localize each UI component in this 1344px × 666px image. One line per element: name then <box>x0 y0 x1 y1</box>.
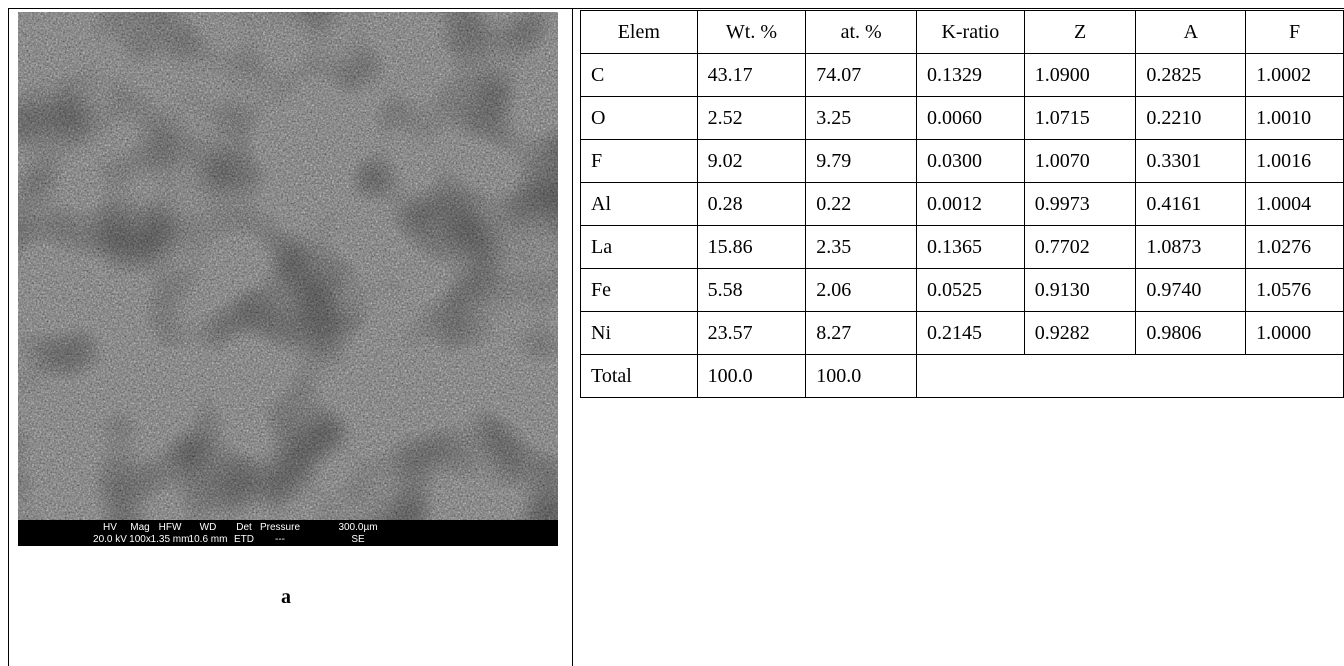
table-cell: 0.9282 <box>1024 312 1136 355</box>
table-cell: 9.79 <box>806 140 917 183</box>
scale-bar-text: SE <box>351 534 365 545</box>
table-cell: 0.4161 <box>1136 183 1246 226</box>
scale-bar-text: Mag <box>130 522 149 533</box>
table-cell: 0.0060 <box>916 97 1024 140</box>
table-cell: 0.2210 <box>1136 97 1246 140</box>
table-cell: 100.0 <box>697 355 806 398</box>
page: {"figure": {"scale_bar": {"headers": ["H… <box>0 0 1344 666</box>
table-cell: 0.9130 <box>1024 269 1136 312</box>
table-cell: 0.1329 <box>916 54 1024 97</box>
table-cell: 3.25 <box>806 97 917 140</box>
scale-bar-text: Pressure <box>260 522 300 533</box>
table-cell: 1.0010 <box>1246 97 1344 140</box>
table-cell: 2.52 <box>697 97 806 140</box>
table-cell: 1.0900 <box>1024 54 1136 97</box>
table-cell: 74.07 <box>806 54 917 97</box>
table-cell: 100.0 <box>806 355 917 398</box>
table-cell: at. % <box>806 11 917 54</box>
table-cell: 0.3301 <box>1136 140 1246 183</box>
table-cell: 0.1365 <box>916 226 1024 269</box>
table-cell: A <box>1136 11 1246 54</box>
scale-bar-text: WD <box>200 522 217 533</box>
scale-bar-text: 20.0 kV <box>93 534 127 545</box>
table-cell: 1.0004 <box>1246 183 1344 226</box>
table-cell: La <box>581 226 698 269</box>
table-cell: 0.7702 <box>1024 226 1136 269</box>
table-cell: Fe <box>581 269 698 312</box>
table-cell: 43.17 <box>697 54 806 97</box>
table-cell: 5.58 <box>697 269 806 312</box>
table-cell: K-ratio <box>916 11 1024 54</box>
table-cell: 1.0002 <box>1246 54 1344 97</box>
table-cell: 8.27 <box>806 312 917 355</box>
table-cell: Al <box>581 183 698 226</box>
table-cell: Wt. % <box>697 11 806 54</box>
table-cell: C <box>581 54 698 97</box>
table-cell: 0.2825 <box>1136 54 1246 97</box>
scale-bar-text: 300.0µm <box>338 522 377 533</box>
table-cell: 0.0525 <box>916 269 1024 312</box>
table-cell: Ni <box>581 312 698 355</box>
table-cell: 1.0016 <box>1246 140 1344 183</box>
scale-bar-text: Det <box>236 522 252 533</box>
table-cell: 15.86 <box>697 226 806 269</box>
table-cell: 2.06 <box>806 269 917 312</box>
scale-bar-text: HV <box>103 522 117 533</box>
figure-label: a <box>0 586 572 609</box>
table-cell: 0.0300 <box>916 140 1024 183</box>
table-cell: 9.02 <box>697 140 806 183</box>
table-cell: F <box>581 140 698 183</box>
table-cell: 0.22 <box>806 183 917 226</box>
table-cell: 0.2145 <box>916 312 1024 355</box>
table-cell: Z <box>1024 11 1136 54</box>
table-cell: 1.0070 <box>1024 140 1136 183</box>
table-cell: 0.28 <box>697 183 806 226</box>
table-cell: 0.0012 <box>916 183 1024 226</box>
table-cell: 0.9740 <box>1136 269 1246 312</box>
scale-bar-text: 100x <box>129 534 151 545</box>
table-cell: O <box>581 97 698 140</box>
empty-cell <box>916 355 1343 398</box>
scale-bar-text: ETD <box>234 534 254 545</box>
table-cell: 1.0576 <box>1246 269 1344 312</box>
table-cell: Elem <box>581 11 698 54</box>
scale-bar-text: HFW <box>159 522 182 533</box>
scale-bar-text: --- <box>275 534 285 545</box>
table-cell: 1.0276 <box>1246 226 1344 269</box>
table-cell: 2.35 <box>806 226 917 269</box>
divider <box>572 8 573 666</box>
scale-bar-text: 1.35 mm <box>151 534 190 545</box>
table-cell: 0.9806 <box>1136 312 1246 355</box>
table-cell: 1.0000 <box>1246 312 1344 355</box>
table-cell: Total <box>581 355 698 398</box>
table-cell: 23.57 <box>697 312 806 355</box>
table-cell: 1.0873 <box>1136 226 1246 269</box>
table-cell: 0.9973 <box>1024 183 1136 226</box>
table-cell: F <box>1246 11 1344 54</box>
scale-bar-text: 10.6 mm <box>189 534 228 545</box>
table-cell: 1.0715 <box>1024 97 1136 140</box>
